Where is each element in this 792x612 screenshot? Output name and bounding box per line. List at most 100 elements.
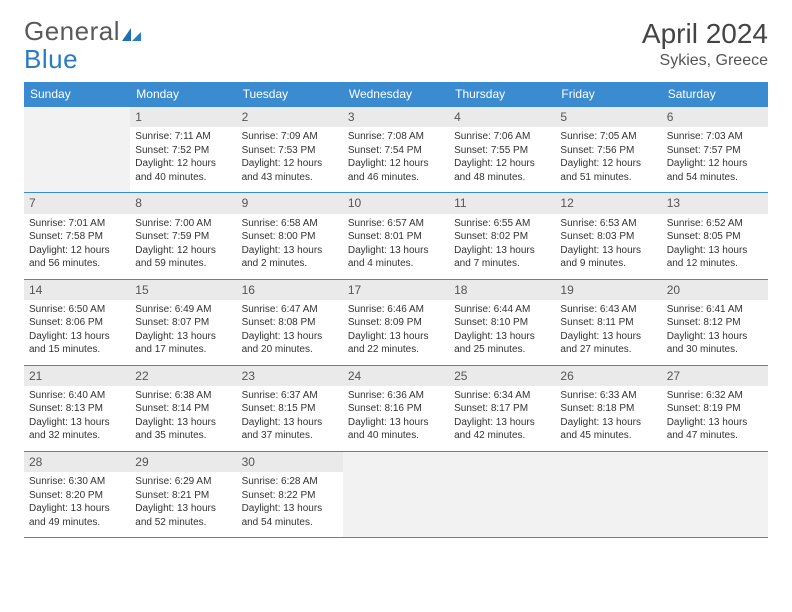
day-number: 18 xyxy=(449,280,555,300)
logo: GeneralBlue xyxy=(24,18,144,72)
calendar-cell: 22Sunrise: 6:38 AMSunset: 8:14 PMDayligh… xyxy=(130,365,236,451)
day-number: 29 xyxy=(130,452,236,472)
daylight-line: Daylight: 12 hours and 54 minutes. xyxy=(667,157,763,184)
sunset-line: Sunset: 8:13 PM xyxy=(29,402,125,416)
day-number: 9 xyxy=(237,193,343,213)
calendar-cell: 24Sunrise: 6:36 AMSunset: 8:16 PMDayligh… xyxy=(343,365,449,451)
daylight-line: Daylight: 13 hours and 30 minutes. xyxy=(667,330,763,357)
title-block: April 2024 Sykies, Greece xyxy=(642,18,768,70)
daylight-line: Daylight: 13 hours and 2 minutes. xyxy=(242,244,338,271)
sunset-line: Sunset: 8:11 PM xyxy=(560,316,656,330)
day-number: 2 xyxy=(237,107,343,127)
day-number: 28 xyxy=(24,452,130,472)
day-number: 21 xyxy=(24,366,130,386)
sunrise-line: Sunrise: 6:47 AM xyxy=(242,303,338,317)
month-title: April 2024 xyxy=(642,18,768,50)
location: Sykies, Greece xyxy=(642,52,768,70)
day-number: 15 xyxy=(130,280,236,300)
sunset-line: Sunset: 8:03 PM xyxy=(560,230,656,244)
daylight-line: Daylight: 13 hours and 54 minutes. xyxy=(242,502,338,529)
sunrise-line: Sunrise: 6:50 AM xyxy=(29,303,125,317)
day-number: 19 xyxy=(555,280,661,300)
daylight-line: Daylight: 12 hours and 51 minutes. xyxy=(560,157,656,184)
day-number: 11 xyxy=(449,193,555,213)
sunrise-line: Sunrise: 7:06 AM xyxy=(454,130,550,144)
sunrise-line: Sunrise: 6:58 AM xyxy=(242,217,338,231)
day-number: 26 xyxy=(555,366,661,386)
weekday-saturday: Saturday xyxy=(662,82,768,107)
daylight-line: Daylight: 13 hours and 17 minutes. xyxy=(135,330,231,357)
daylight-line: Daylight: 12 hours and 56 minutes. xyxy=(29,244,125,271)
daylight-line: Daylight: 13 hours and 32 minutes. xyxy=(29,416,125,443)
sunrise-line: Sunrise: 6:40 AM xyxy=(29,389,125,403)
sunrise-line: Sunrise: 6:41 AM xyxy=(667,303,763,317)
sunrise-line: Sunrise: 6:29 AM xyxy=(135,475,231,489)
weekday-friday: Friday xyxy=(555,82,661,107)
daylight-line: Daylight: 12 hours and 43 minutes. xyxy=(242,157,338,184)
calendar-cell: 13Sunrise: 6:52 AMSunset: 8:05 PMDayligh… xyxy=(662,193,768,279)
sunrise-line: Sunrise: 6:49 AM xyxy=(135,303,231,317)
calendar-row: 1Sunrise: 7:11 AMSunset: 7:52 PMDaylight… xyxy=(24,107,768,193)
sunrise-line: Sunrise: 6:44 AM xyxy=(454,303,550,317)
daylight-line: Daylight: 13 hours and 37 minutes. xyxy=(242,416,338,443)
daylight-line: Daylight: 13 hours and 4 minutes. xyxy=(348,244,444,271)
calendar-cell xyxy=(24,107,130,193)
sunrise-line: Sunrise: 6:30 AM xyxy=(29,475,125,489)
sunset-line: Sunset: 8:09 PM xyxy=(348,316,444,330)
daylight-line: Daylight: 13 hours and 15 minutes. xyxy=(29,330,125,357)
daylight-line: Daylight: 13 hours and 22 minutes. xyxy=(348,330,444,357)
sunset-line: Sunset: 8:14 PM xyxy=(135,402,231,416)
sunrise-line: Sunrise: 7:03 AM xyxy=(667,130,763,144)
sunset-line: Sunset: 8:20 PM xyxy=(29,489,125,503)
calendar-cell: 20Sunrise: 6:41 AMSunset: 8:12 PMDayligh… xyxy=(662,279,768,365)
calendar-table: Sunday Monday Tuesday Wednesday Thursday… xyxy=(24,82,768,538)
daylight-line: Daylight: 13 hours and 27 minutes. xyxy=(560,330,656,357)
day-number: 23 xyxy=(237,366,343,386)
day-number: 3 xyxy=(343,107,449,127)
sunrise-line: Sunrise: 7:00 AM xyxy=(135,217,231,231)
day-number: 14 xyxy=(24,280,130,300)
sunrise-line: Sunrise: 6:38 AM xyxy=(135,389,231,403)
sunrise-line: Sunrise: 6:37 AM xyxy=(242,389,338,403)
calendar-cell xyxy=(662,451,768,537)
sunset-line: Sunset: 8:07 PM xyxy=(135,316,231,330)
sunrise-line: Sunrise: 6:34 AM xyxy=(454,389,550,403)
sunset-line: Sunset: 7:59 PM xyxy=(135,230,231,244)
daylight-line: Daylight: 13 hours and 49 minutes. xyxy=(29,502,125,529)
logo-sail-icon xyxy=(122,20,144,46)
daylight-line: Daylight: 13 hours and 7 minutes. xyxy=(454,244,550,271)
day-number: 20 xyxy=(662,280,768,300)
weekday-thursday: Thursday xyxy=(449,82,555,107)
daylight-line: Daylight: 12 hours and 46 minutes. xyxy=(348,157,444,184)
sunset-line: Sunset: 7:55 PM xyxy=(454,144,550,158)
logo-text-2: Blue xyxy=(24,44,78,74)
sunrise-line: Sunrise: 7:01 AM xyxy=(29,217,125,231)
weekday-sunday: Sunday xyxy=(24,82,130,107)
day-number: 1 xyxy=(130,107,236,127)
sunrise-line: Sunrise: 7:09 AM xyxy=(242,130,338,144)
daylight-line: Daylight: 12 hours and 59 minutes. xyxy=(135,244,231,271)
day-number: 10 xyxy=(343,193,449,213)
sunrise-line: Sunrise: 7:08 AM xyxy=(348,130,444,144)
sunset-line: Sunset: 8:02 PM xyxy=(454,230,550,244)
daylight-line: Daylight: 12 hours and 48 minutes. xyxy=(454,157,550,184)
sunrise-line: Sunrise: 6:52 AM xyxy=(667,217,763,231)
calendar-cell: 6Sunrise: 7:03 AMSunset: 7:57 PMDaylight… xyxy=(662,107,768,193)
day-number: 6 xyxy=(662,107,768,127)
weekday-wednesday: Wednesday xyxy=(343,82,449,107)
sunset-line: Sunset: 8:08 PM xyxy=(242,316,338,330)
sunrise-line: Sunrise: 6:46 AM xyxy=(348,303,444,317)
sunset-line: Sunset: 8:18 PM xyxy=(560,402,656,416)
calendar-cell: 28 Sunrise: 6:30 AMSunset: 8:20 PMDayligh… xyxy=(24,451,130,537)
calendar-cell: 7Sunrise: 7:01 AMSunset: 7:58 PMDaylight… xyxy=(24,193,130,279)
sunrise-line: Sunrise: 7:11 AM xyxy=(135,130,231,144)
calendar-row: 21Sunrise: 6:40 AMSunset: 8:13 PMDayligh… xyxy=(24,365,768,451)
sunset-line: Sunset: 8:06 PM xyxy=(29,316,125,330)
daylight-line: Daylight: 13 hours and 12 minutes. xyxy=(667,244,763,271)
calendar-cell: 2Sunrise: 7:09 AMSunset: 7:53 PMDaylight… xyxy=(237,107,343,193)
sunset-line: Sunset: 8:17 PM xyxy=(454,402,550,416)
calendar-cell: 21 Sunrise: 6:40 AMSunset: 8:13 PMDayligh… xyxy=(24,365,130,451)
sunrise-line: Sunrise: 6:55 AM xyxy=(454,217,550,231)
day-number: 25 xyxy=(449,366,555,386)
daylight-line: Daylight: 13 hours and 9 minutes. xyxy=(560,244,656,271)
